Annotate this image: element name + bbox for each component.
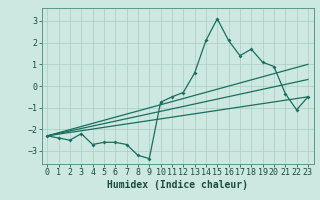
X-axis label: Humidex (Indice chaleur): Humidex (Indice chaleur) xyxy=(107,180,248,190)
